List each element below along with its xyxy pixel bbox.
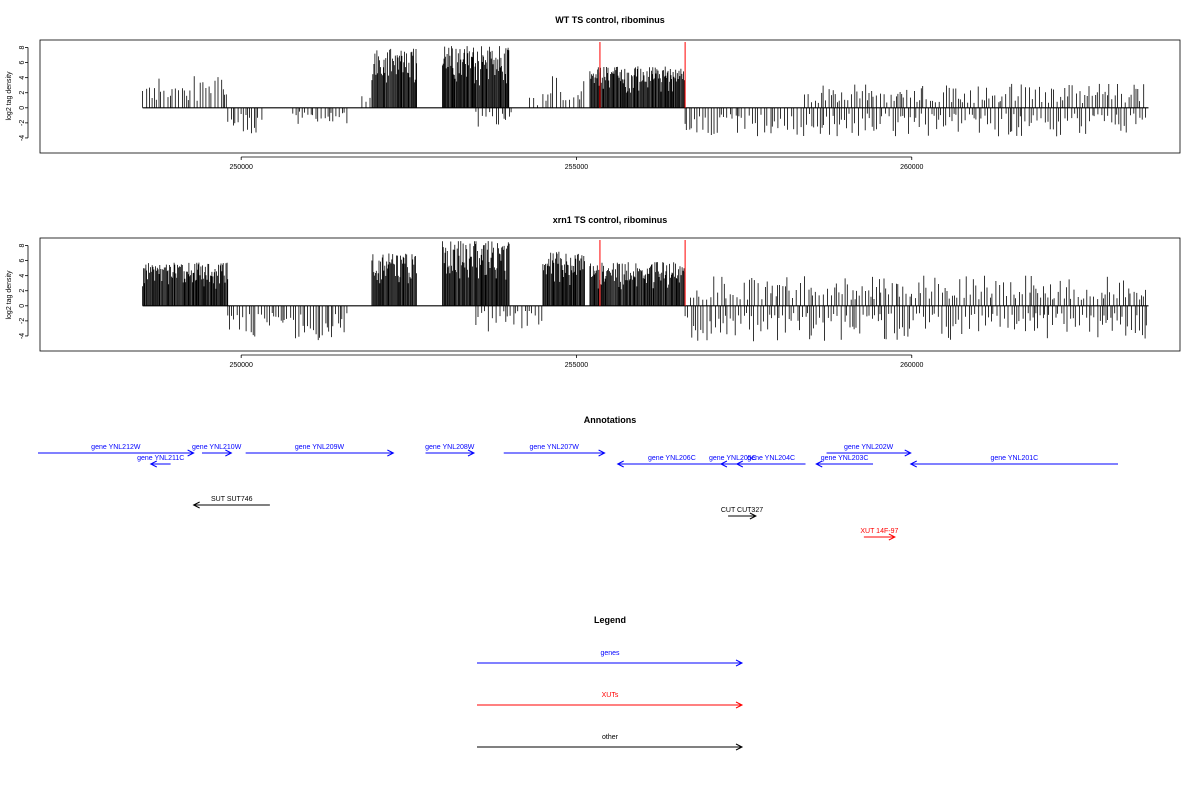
xrn1-plot-frame	[39, 237, 1181, 352]
annotation-feature: gene YNL210W	[192, 444, 242, 457]
feature-label: gene YNL204C	[747, 455, 795, 462]
feature-label: gene YNL203C	[821, 455, 869, 462]
arrowhead	[749, 512, 758, 520]
feature-label: gene YNL206C	[648, 455, 696, 462]
annotation-feature: XUT 14F-97	[860, 528, 898, 541]
annotation-feature: gene YNL201C	[909, 455, 1118, 468]
legend-entry: genes	[477, 650, 744, 667]
xrn1-y-axis: -4 -2 0 2 4 6 8	[19, 243, 29, 339]
arrowhead	[735, 701, 744, 709]
arrowhead	[909, 460, 917, 468]
wt-plot-frame	[39, 39, 1181, 154]
annotation-feature: gene YNL207W	[503, 444, 606, 457]
xrn1-panel: xrn1 TS control, ribominus -4 -2 0 2 4 6 8 250…	[6, 215, 1181, 369]
feature-label: XUT 14F-97	[860, 528, 898, 535]
y-tick-label: 2	[19, 91, 26, 95]
x-tick-label: 250000	[229, 164, 252, 171]
y-tick-label: 6	[19, 259, 26, 263]
y-tick-label: 0	[19, 304, 26, 308]
y-tick-label: 6	[19, 61, 26, 65]
feature-label: gene YNL207W	[530, 444, 580, 451]
arrowhead	[888, 533, 896, 541]
wt-y-label: log2 tag density	[6, 71, 13, 121]
arrowhead	[735, 659, 744, 667]
y-tick-label: -2	[19, 318, 26, 324]
annotation-feature: gene YNL208W	[425, 444, 476, 457]
legend-label: XUTs	[602, 692, 619, 699]
annotation-feature: gene YNL209W	[245, 444, 395, 457]
annotation-feature: gene YNL202W	[826, 444, 912, 457]
y-tick-label: -2	[19, 120, 26, 126]
annotation-feature: gene YNL206C	[616, 455, 727, 468]
arrowhead	[387, 449, 395, 457]
x-tick-label: 255000	[565, 164, 588, 171]
legend-entries: genes XUTs other	[477, 650, 744, 751]
arrowhead	[735, 743, 744, 751]
x-tick-label: 260000	[900, 164, 923, 171]
annotation-feature: gene YNL211C	[137, 455, 184, 468]
y-tick-label: -4	[19, 135, 26, 141]
y-tick-label: 8	[19, 243, 26, 247]
xrn1-bars	[142, 240, 1149, 342]
annotations-title: Annotations	[584, 415, 637, 425]
wt-y-axis: -4 -2 0 2 4 6 8	[19, 45, 29, 141]
feature-label: gene YNL210W	[192, 444, 242, 451]
y-tick-label: 2	[19, 289, 26, 293]
arrowhead	[719, 460, 728, 468]
arrowhead	[149, 460, 157, 468]
x-tick-label: 260000	[900, 362, 923, 369]
feature-label: CUT CUT327	[721, 507, 763, 514]
feature-label: SUT SUT746	[211, 496, 253, 503]
feature-label: gene YNL202W	[844, 444, 894, 451]
xrn1-x-axis: 250000 255000 260000	[229, 354, 924, 369]
wt-bars	[142, 42, 1149, 137]
legend-title: Legend	[594, 615, 626, 625]
feature-label: gene YNL211C	[137, 455, 184, 462]
x-tick-label: 255000	[565, 362, 588, 369]
feature-label: gene YNL212W	[91, 444, 141, 451]
annotation-features: gene YNL212W gene YNL211C gene YNL210W gene…	[38, 444, 1118, 541]
wt-x-axis: 250000 255000 260000	[229, 156, 924, 171]
annotation-feature: gene YNL203C	[815, 455, 874, 468]
arrowhead	[904, 449, 912, 457]
y-tick-label: -4	[19, 333, 26, 339]
y-tick-label: 8	[19, 45, 26, 49]
xrn1-panel-title: xrn1 TS control, ribominus	[553, 215, 668, 225]
feature-label: gene YNL209W	[295, 444, 345, 451]
arrowhead	[467, 449, 476, 457]
wt-panel: WT TS control, ribominus -4 -2 0 2 4 6 8 25000…	[6, 15, 1181, 171]
legend: Legend genes XUTs other	[477, 615, 744, 751]
feature-label: gene YNL208W	[425, 444, 475, 451]
arrowhead	[187, 449, 195, 457]
legend-label: genes	[600, 650, 620, 657]
legend-entry: other	[477, 734, 744, 751]
feature-label: gene YNL201C	[990, 455, 1038, 462]
y-tick-label: 4	[19, 274, 26, 278]
annotation-feature: gene YNL204C	[735, 455, 806, 468]
arrowhead	[598, 449, 606, 457]
y-tick-label: 4	[19, 76, 26, 80]
wt-panel-title: WT TS control, ribominus	[555, 15, 665, 25]
arrowhead	[616, 460, 624, 468]
legend-entry: XUTs	[477, 692, 744, 709]
arrowhead	[815, 460, 823, 468]
arrowhead	[192, 501, 200, 509]
x-tick-label: 250000	[229, 362, 252, 369]
arrowhead	[225, 449, 233, 457]
annotation-feature: SUT SUT746	[192, 496, 270, 509]
arrowhead	[735, 460, 744, 468]
feature-label: gene YNL205C	[709, 455, 757, 462]
annotation-feature: CUT CUT327	[721, 507, 763, 520]
annotation-feature: gene YNL212W	[38, 444, 195, 457]
xrn1-y-label: log2 tag density	[6, 270, 13, 320]
y-tick-label: 0	[19, 106, 26, 110]
legend-label: other	[602, 734, 619, 741]
